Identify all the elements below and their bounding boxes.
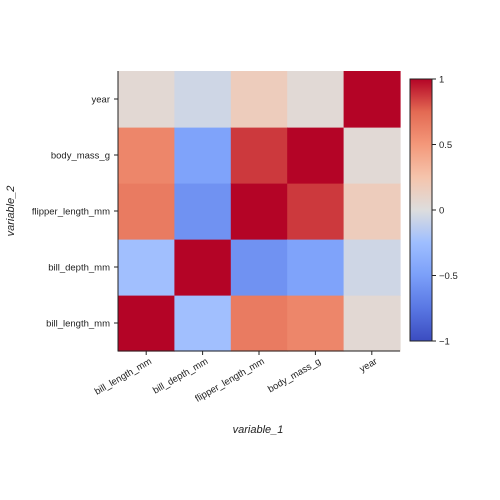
heatmap-cell-bill_length_mm-bill_length_mm (118, 295, 175, 352)
heatmap-cell-year-year (343, 71, 401, 128)
heatmap-cell-year-bill_depth_mm (343, 239, 401, 296)
y-axis-title: variable_2 (5, 186, 17, 237)
x-tick-label-bill_length_mm: bill_length_mm (93, 356, 154, 398)
x-tick-label-body_mass_g: body_mass_g (266, 356, 323, 395)
heatmap-cell-bill_length_mm-body_mass_g (118, 127, 175, 184)
heatmap-cells (118, 71, 401, 352)
x-tick-label-year: year (358, 356, 380, 375)
heatmap-cell-bill_length_mm-year (118, 71, 175, 128)
colorbar-gradient (409, 78, 433, 342)
heatmap-cell-bill_depth_mm-bill_length_mm (174, 295, 232, 352)
y-tick-label-body_mass_g: body_mass_g (51, 151, 110, 162)
colorbar-tick-label: 0 (439, 206, 444, 217)
colorbar-tick-label: −0.5 (439, 271, 458, 282)
heatmap-cell-year-bill_length_mm (343, 295, 401, 352)
y-tick-labels: bill_length_mm bill_depth_mm flipper_lengt… (32, 95, 118, 330)
heatmap-cell-bill_length_mm-bill_depth_mm (118, 239, 175, 296)
heatmap-cell-year-flipper_length_mm (343, 183, 401, 240)
heatmap-cell-body_mass_g-body_mass_g (287, 127, 345, 184)
heatmap-cell-bill_depth_mm-bill_depth_mm (174, 239, 232, 296)
y-tick-label-flipper_length_mm: flipper_length_mm (32, 207, 110, 218)
y-tick-label-bill_length_mm: bill_length_mm (46, 319, 110, 330)
x-tick-labels: bill_length_mmbill_depth_mmflipper_lengt… (93, 351, 379, 405)
y-tick-label-bill_depth_mm: bill_depth_mm (48, 263, 110, 274)
heatmap-cell-body_mass_g-flipper_length_mm (287, 183, 345, 240)
heatmap-cell-body_mass_g-bill_depth_mm (287, 239, 345, 296)
heatmap-cell-bill_depth_mm-year (174, 71, 232, 128)
heatmap-cell-flipper_length_mm-year (230, 71, 288, 128)
x-axis-title: variable_1 (233, 424, 284, 436)
heatmap-cell-flipper_length_mm-bill_length_mm (230, 295, 288, 352)
y-tick-label-year: year (92, 95, 110, 106)
heatmap-cell-year-body_mass_g (343, 127, 401, 184)
heatmap-cell-flipper_length_mm-bill_depth_mm (230, 239, 288, 296)
colorbar: 1 0.5 0 −0.5 −1 (409, 75, 458, 348)
heatmap-cell-bill_length_mm-flipper_length_mm (118, 183, 175, 240)
colorbar-tick-label: −1 (439, 337, 450, 348)
heatmap-cell-flipper_length_mm-flipper_length_mm (230, 183, 288, 240)
colorbar-tick-label: 1 (439, 75, 444, 86)
heatmap-cell-bill_depth_mm-flipper_length_mm (174, 183, 232, 240)
heatmap-cell-flipper_length_mm-body_mass_g (230, 127, 288, 184)
heatmap-cell-body_mass_g-year (287, 71, 345, 128)
heatmap-cell-body_mass_g-bill_length_mm (287, 295, 345, 352)
colorbar-tick-label: 0.5 (439, 140, 452, 151)
heatmap-cell-bill_depth_mm-body_mass_g (174, 127, 232, 184)
